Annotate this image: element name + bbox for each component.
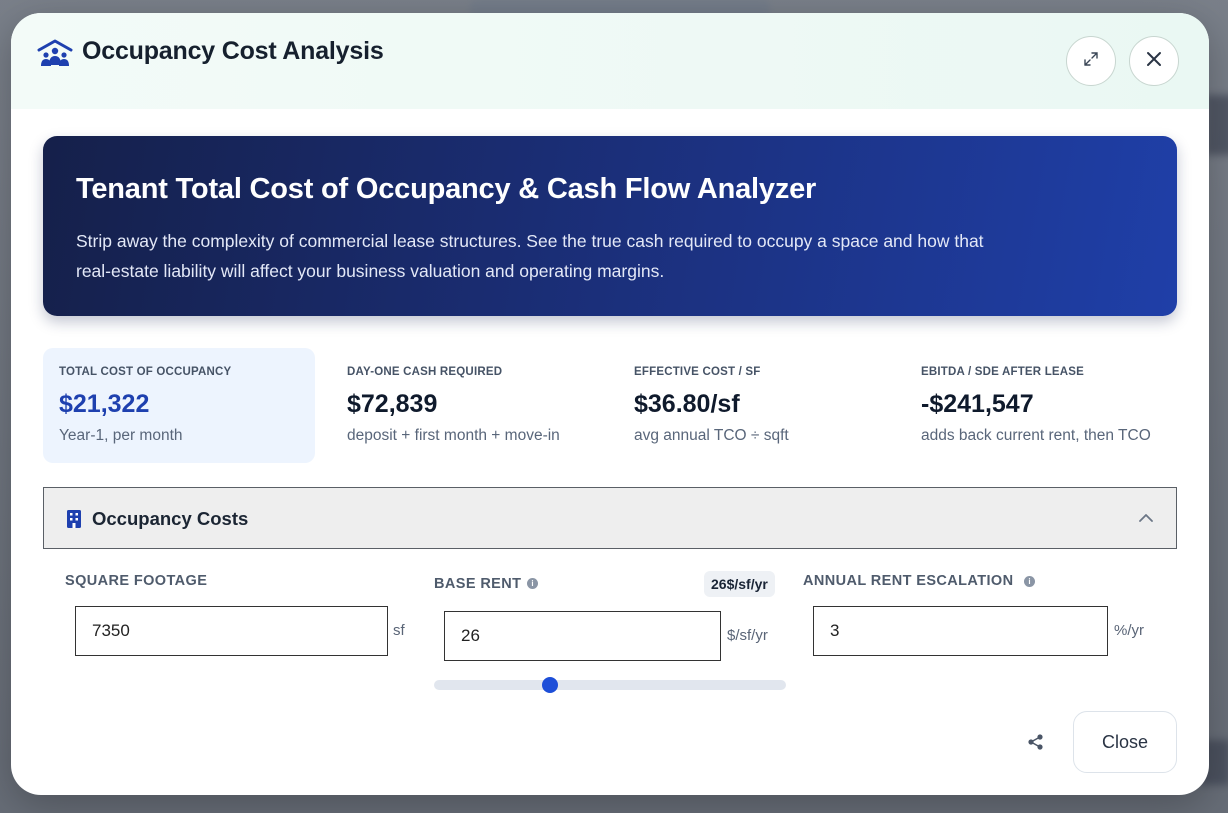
stat-label: EFFECTIVE COST / SF [634, 366, 761, 378]
hero-description: Strip away the complexity of commercial … [76, 231, 984, 281]
stat-label: EBITDA / SDE AFTER LEASE [921, 366, 1085, 378]
escalation-input[interactable] [813, 606, 1108, 656]
section-title: Occupancy Costs [92, 508, 249, 529]
close-icon [1145, 50, 1163, 73]
expand-button[interactable] [1066, 36, 1116, 86]
base-rent-label: BASE RENT [434, 576, 522, 592]
stat-value: $21,322 [59, 390, 150, 418]
chevron-up-icon[interactable] [1138, 511, 1154, 523]
slider-thumb[interactable] [542, 677, 559, 693]
close-modal-button[interactable] [1129, 36, 1179, 86]
stat-value: $36.80/sf [634, 390, 740, 418]
stat-subtext: avg annual TCO ÷ sqft [634, 427, 789, 444]
background-element [1205, 95, 1228, 155]
base-rent-unit: $/sf/yr [727, 627, 768, 644]
hero-banner: Tenant Total Cost of Occupancy & Cash Fl… [43, 136, 1177, 316]
stat-card-total-cost: TOTAL COST OF OCCUPANCY $21,322 Year-1, … [43, 348, 315, 463]
square-footage-input[interactable] [75, 606, 388, 656]
stat-label: TOTAL COST OF OCCUPANCY [59, 366, 232, 378]
close-button[interactable]: Close [1073, 711, 1177, 773]
stat-card-effective-cost: EFFECTIVE COST / SF $36.80/sf avg annual… [618, 348, 890, 463]
share-icon[interactable] [1027, 733, 1045, 751]
occupancy-costs-section-header[interactable]: Occupancy Costs [43, 487, 1177, 549]
hero-title: Tenant Total Cost of Occupancy & Cash Fl… [76, 173, 817, 205]
stat-value: -$241,547 [921, 390, 1034, 418]
stats-row: TOTAL COST OF OCCUPANCY $21,322 Year-1, … [43, 348, 1177, 463]
stat-subtext: adds back current rent, then TCO [921, 427, 1151, 444]
escalation-unit: %/yr [1114, 622, 1144, 639]
people-building-icon [37, 39, 73, 67]
expand-icon [1083, 51, 1099, 72]
square-footage-unit: sf [393, 622, 405, 639]
stat-card-ebitda: EBITDA / SDE AFTER LEASE -$241,547 adds … [905, 348, 1177, 463]
stat-label: DAY-ONE CASH REQUIRED [347, 366, 503, 378]
stat-value: $72,839 [347, 390, 438, 418]
stat-subtext: deposit + first month + move-in [347, 427, 560, 444]
modal-header: Occupancy Cost Analysis [11, 13, 1209, 109]
stat-subtext: Year-1, per month [59, 427, 183, 444]
base-rent-badge: 26$/sf/yr [704, 571, 775, 597]
stat-card-day-one-cash: DAY-ONE CASH REQUIRED $72,839 deposit + … [331, 348, 603, 463]
modal-title: Occupancy Cost Analysis [82, 37, 384, 65]
escalation-label: ANNUAL RENT ESCALATION [803, 573, 1014, 589]
base-rent-input[interactable] [444, 611, 721, 661]
building-icon [66, 509, 82, 529]
info-icon[interactable]: i [1024, 576, 1035, 587]
square-footage-label: SQUARE FOOTAGE [65, 573, 208, 589]
base-rent-slider[interactable] [434, 677, 786, 693]
info-icon[interactable]: i [527, 578, 538, 589]
